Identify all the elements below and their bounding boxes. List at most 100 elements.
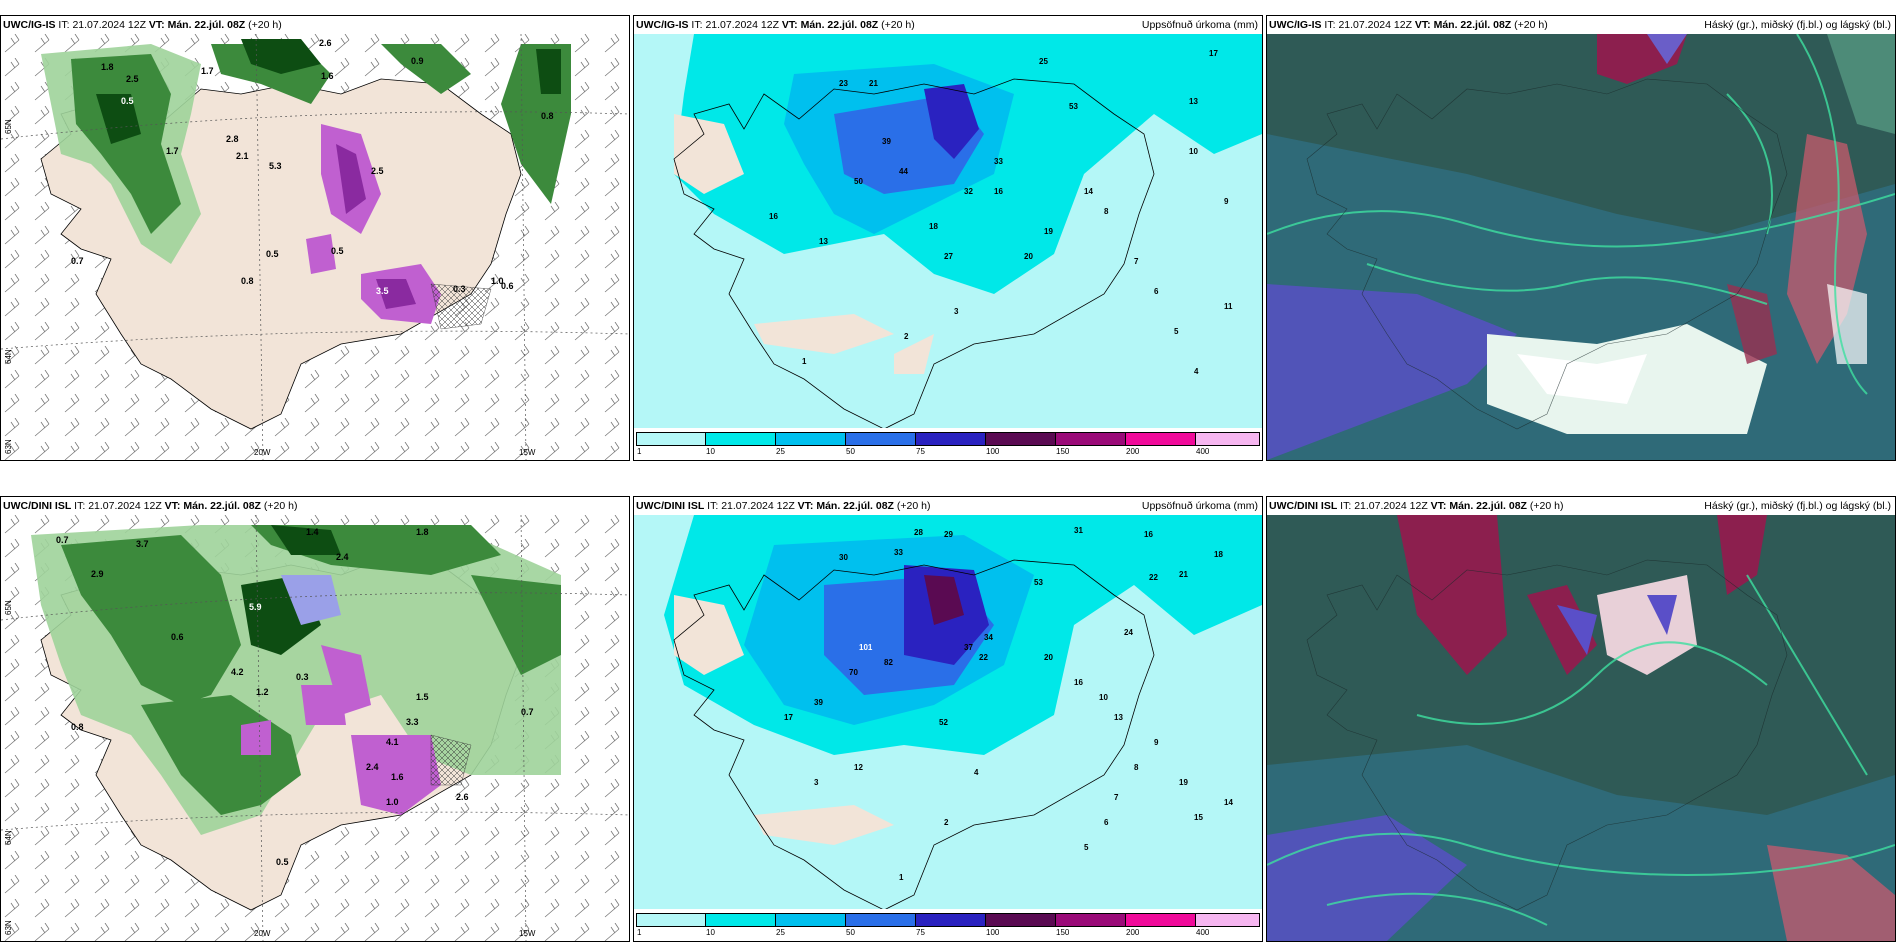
svg-text:1.8: 1.8 xyxy=(416,527,429,537)
svg-text:1.6: 1.6 xyxy=(321,71,334,81)
wind-precip-map[interactable]: 0.7 2.9 3.7 1.4 2.4 1.8 5.9 0.6 0.8 4.2 … xyxy=(1,515,629,941)
svg-text:22: 22 xyxy=(979,653,988,662)
panel-title: UWC/DINI ISL IT: 21.07.2024 12Z VT: Mán.… xyxy=(1269,500,1891,512)
svg-text:2.5: 2.5 xyxy=(126,74,139,84)
panel-bottom-clouds: UWC/DINI ISL IT: 21.07.2024 12Z VT: Mán.… xyxy=(1266,496,1896,942)
precip-title: Uppsöfnuð úrkoma (mm) xyxy=(1141,19,1258,31)
svg-text:19: 19 xyxy=(1044,227,1053,236)
svg-text:53: 53 xyxy=(1069,102,1078,111)
lat-label: 63N xyxy=(4,920,13,935)
svg-text:3.7: 3.7 xyxy=(136,539,149,549)
svg-text:0.8: 0.8 xyxy=(241,276,254,286)
svg-text:25: 25 xyxy=(1039,57,1048,66)
svg-text:3.5: 3.5 xyxy=(376,286,389,296)
svg-text:39: 39 xyxy=(814,698,823,707)
svg-text:0.7: 0.7 xyxy=(56,535,69,545)
svg-text:0.9: 0.9 xyxy=(411,56,424,66)
accum-precip-map[interactable]: 25 23 21 17 13 50 39 44 32 16 27 20 19 1… xyxy=(634,34,1262,428)
lon-label: 20W xyxy=(254,448,271,457)
svg-text:0.5: 0.5 xyxy=(331,246,344,256)
svg-text:23: 23 xyxy=(839,79,848,88)
svg-text:0.6: 0.6 xyxy=(171,632,184,642)
panel-title: UWC/IG-IS IT: 21.07.2024 12Z VT: Mán. 22… xyxy=(3,19,282,31)
svg-text:4: 4 xyxy=(1194,367,1199,376)
lon-label: 20W xyxy=(254,929,271,938)
svg-text:1: 1 xyxy=(899,873,904,882)
svg-text:17: 17 xyxy=(1209,49,1218,58)
svg-text:4.1: 4.1 xyxy=(386,737,399,747)
svg-text:2.6: 2.6 xyxy=(456,792,469,802)
svg-text:1.5: 1.5 xyxy=(416,692,429,702)
svg-text:1.0: 1.0 xyxy=(491,276,504,286)
svg-text:1.4: 1.4 xyxy=(306,527,319,537)
svg-text:9: 9 xyxy=(1224,197,1229,206)
svg-text:30: 30 xyxy=(839,553,848,562)
svg-text:3.3: 3.3 xyxy=(406,717,419,727)
panel-title: UWC/DINI ISL IT: 21.07.2024 12Z VT: Mán.… xyxy=(636,500,1258,512)
svg-text:2: 2 xyxy=(904,332,909,341)
svg-text:0.8: 0.8 xyxy=(71,722,84,732)
svg-text:10: 10 xyxy=(1189,147,1198,156)
svg-text:2.9: 2.9 xyxy=(91,569,104,579)
svg-text:33: 33 xyxy=(994,157,1003,166)
svg-text:2.8: 2.8 xyxy=(226,134,239,144)
svg-text:2: 2 xyxy=(944,818,949,827)
panel-title: UWC/IG-IS IT: 21.07.2024 12Z VT: Mán. 22… xyxy=(636,19,1258,31)
svg-text:14: 14 xyxy=(1084,187,1093,196)
svg-text:7: 7 xyxy=(1134,257,1139,266)
svg-text:5.3: 5.3 xyxy=(269,161,282,171)
svg-text:44: 44 xyxy=(899,167,908,176)
cloud-map[interactable] xyxy=(1267,515,1895,941)
lat-label: 65N xyxy=(4,600,13,615)
cloud-title: Háský (gr.), miðský (fj.bl.) og lágský (… xyxy=(1704,500,1891,512)
svg-text:3: 3 xyxy=(954,307,959,316)
svg-text:7: 7 xyxy=(1114,793,1119,802)
svg-text:18: 18 xyxy=(1214,550,1223,559)
svg-text:32: 32 xyxy=(964,187,973,196)
svg-text:27: 27 xyxy=(944,252,953,261)
svg-text:21: 21 xyxy=(1179,570,1188,579)
svg-text:0.3: 0.3 xyxy=(453,284,466,294)
svg-text:16: 16 xyxy=(1144,530,1153,539)
svg-text:6: 6 xyxy=(1104,818,1109,827)
svg-text:9: 9 xyxy=(1154,738,1159,747)
svg-text:2.5: 2.5 xyxy=(371,166,384,176)
svg-text:2.1: 2.1 xyxy=(236,151,249,161)
svg-text:5.9: 5.9 xyxy=(249,602,262,612)
svg-text:34: 34 xyxy=(984,633,993,642)
svg-text:22: 22 xyxy=(1149,573,1158,582)
panel-bottom-wind-precip: UWC/DINI ISL IT: 21.07.2024 12Z VT: Mán.… xyxy=(0,496,630,942)
svg-text:0.7: 0.7 xyxy=(521,707,534,717)
svg-text:8: 8 xyxy=(1134,763,1139,772)
svg-text:1.0: 1.0 xyxy=(386,797,399,807)
lon-label: 15W xyxy=(519,448,536,457)
precip-colorbar: 1 10 25 50 75 100 150 200 400 xyxy=(636,913,1260,939)
lat-label: 64N xyxy=(4,830,13,845)
lat-label: 63N xyxy=(4,439,13,454)
svg-text:11: 11 xyxy=(1224,302,1233,311)
panel-title: UWC/IG-IS IT: 21.07.2024 12Z VT: Mán. 22… xyxy=(1269,19,1891,31)
svg-text:2.6: 2.6 xyxy=(319,38,332,48)
svg-text:1.7: 1.7 xyxy=(166,146,179,156)
svg-text:29: 29 xyxy=(944,530,953,539)
svg-text:20: 20 xyxy=(1044,653,1053,662)
svg-text:5: 5 xyxy=(1174,327,1179,336)
lat-label: 65N xyxy=(4,119,13,134)
accum-precip-map[interactable]: 28 29 30 33 31 16 18 22 21 101 70 82 37 … xyxy=(634,515,1262,909)
lat-label: 64N xyxy=(4,349,13,364)
svg-text:4: 4 xyxy=(974,768,979,777)
svg-text:16: 16 xyxy=(1074,678,1083,687)
cloud-map[interactable] xyxy=(1267,34,1895,460)
svg-text:1.2: 1.2 xyxy=(256,687,269,697)
svg-text:1.8: 1.8 xyxy=(101,62,114,72)
panel-top-clouds: UWC/IG-IS IT: 21.07.2024 12Z VT: Mán. 22… xyxy=(1266,15,1896,461)
svg-text:1.6: 1.6 xyxy=(391,772,404,782)
svg-text:12: 12 xyxy=(854,763,863,772)
svg-text:3: 3 xyxy=(814,778,819,787)
svg-text:1.7: 1.7 xyxy=(201,66,214,76)
svg-text:39: 39 xyxy=(882,137,891,146)
wind-precip-map[interactable]: 1.8 2.5 1.7 2.8 0.9 0.5 0.8 1.7 2.1 5.3 … xyxy=(1,34,629,460)
svg-text:13: 13 xyxy=(1114,713,1123,722)
svg-text:0.8: 0.8 xyxy=(541,111,554,121)
svg-text:31: 31 xyxy=(1074,526,1083,535)
